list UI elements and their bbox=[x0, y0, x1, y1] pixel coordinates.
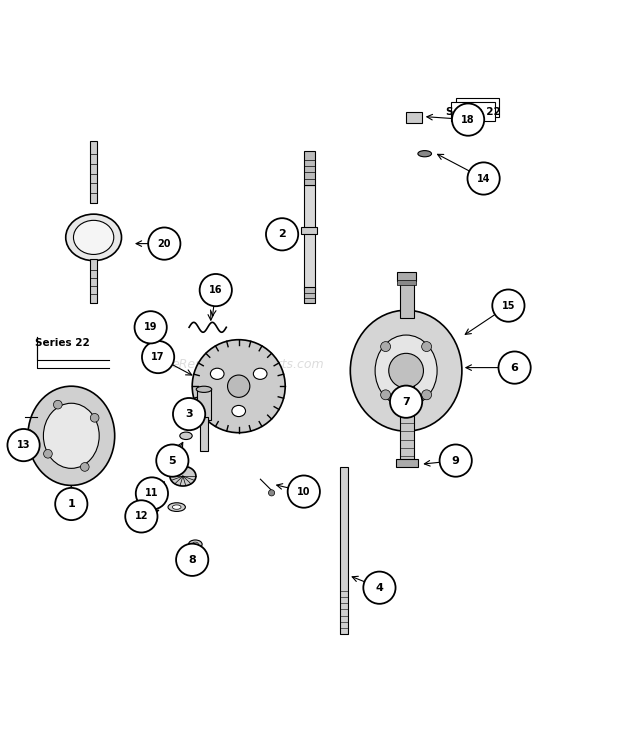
Circle shape bbox=[363, 572, 396, 604]
Ellipse shape bbox=[66, 214, 122, 261]
Text: 4: 4 bbox=[376, 582, 383, 593]
Bar bbox=[301, 227, 317, 234]
Bar bbox=[397, 271, 416, 281]
Text: 1: 1 bbox=[68, 499, 75, 509]
Circle shape bbox=[390, 386, 422, 418]
Circle shape bbox=[288, 475, 320, 507]
Circle shape bbox=[91, 413, 99, 422]
Circle shape bbox=[389, 354, 423, 388]
Ellipse shape bbox=[254, 368, 267, 379]
Bar bbox=[400, 377, 414, 464]
Circle shape bbox=[381, 342, 391, 351]
Ellipse shape bbox=[232, 405, 246, 416]
Circle shape bbox=[176, 544, 208, 576]
Circle shape bbox=[142, 341, 174, 373]
Text: 16: 16 bbox=[209, 285, 223, 295]
Text: 2: 2 bbox=[278, 230, 286, 239]
Text: 19: 19 bbox=[144, 322, 157, 332]
Bar bbox=[397, 280, 416, 285]
Circle shape bbox=[266, 218, 298, 251]
Bar bbox=[406, 112, 422, 122]
Ellipse shape bbox=[375, 335, 437, 406]
Ellipse shape bbox=[196, 386, 212, 392]
Circle shape bbox=[148, 227, 180, 260]
Ellipse shape bbox=[170, 466, 196, 486]
Text: 12: 12 bbox=[135, 512, 148, 521]
Ellipse shape bbox=[28, 386, 115, 486]
Ellipse shape bbox=[350, 311, 462, 431]
Ellipse shape bbox=[73, 220, 114, 254]
Ellipse shape bbox=[180, 432, 192, 440]
Ellipse shape bbox=[210, 368, 224, 379]
Bar bbox=[200, 417, 208, 451]
Ellipse shape bbox=[192, 542, 198, 547]
Text: Series 22: Series 22 bbox=[446, 106, 500, 117]
Text: 20: 20 bbox=[157, 238, 171, 249]
Circle shape bbox=[53, 400, 62, 409]
Bar bbox=[396, 459, 418, 467]
Circle shape bbox=[125, 500, 157, 532]
Circle shape bbox=[192, 340, 285, 433]
Circle shape bbox=[422, 390, 432, 399]
Circle shape bbox=[7, 429, 40, 461]
Text: Series 22: Series 22 bbox=[35, 338, 89, 348]
Bar bbox=[304, 184, 315, 290]
Circle shape bbox=[200, 274, 232, 306]
Ellipse shape bbox=[43, 403, 99, 468]
Text: 8: 8 bbox=[188, 555, 196, 565]
Text: 6: 6 bbox=[511, 362, 518, 373]
Text: 18: 18 bbox=[461, 114, 475, 125]
Circle shape bbox=[136, 477, 168, 510]
Bar bbox=[304, 287, 315, 303]
Circle shape bbox=[156, 445, 188, 477]
Circle shape bbox=[268, 490, 275, 496]
Circle shape bbox=[492, 289, 525, 321]
Text: 3: 3 bbox=[185, 409, 193, 419]
Ellipse shape bbox=[172, 505, 181, 510]
Bar bbox=[340, 467, 348, 634]
Ellipse shape bbox=[418, 151, 432, 157]
Circle shape bbox=[381, 390, 391, 399]
Ellipse shape bbox=[168, 503, 185, 512]
Bar bbox=[304, 151, 315, 184]
Text: 5: 5 bbox=[169, 456, 176, 466]
Circle shape bbox=[422, 342, 432, 351]
Bar bbox=[451, 102, 495, 121]
Text: 11: 11 bbox=[145, 488, 159, 499]
Bar bbox=[400, 278, 414, 318]
Ellipse shape bbox=[143, 358, 154, 364]
Bar bbox=[90, 141, 97, 203]
Circle shape bbox=[452, 104, 484, 136]
Circle shape bbox=[173, 398, 205, 430]
Text: eReplacementParts.com: eReplacementParts.com bbox=[172, 358, 324, 371]
Circle shape bbox=[43, 450, 52, 458]
Text: 9: 9 bbox=[452, 456, 459, 466]
Circle shape bbox=[81, 463, 89, 471]
Circle shape bbox=[228, 375, 250, 397]
Bar bbox=[456, 98, 499, 117]
Circle shape bbox=[467, 163, 500, 195]
Text: 7: 7 bbox=[402, 397, 410, 407]
Bar bbox=[197, 389, 211, 421]
Circle shape bbox=[135, 311, 167, 343]
Bar bbox=[90, 259, 97, 303]
Circle shape bbox=[440, 445, 472, 477]
Circle shape bbox=[55, 488, 87, 520]
Text: 13: 13 bbox=[17, 440, 30, 450]
Text: 10: 10 bbox=[297, 486, 311, 496]
Text: 14: 14 bbox=[477, 174, 490, 184]
Text: 17: 17 bbox=[151, 352, 165, 362]
Ellipse shape bbox=[188, 540, 202, 549]
Text: 15: 15 bbox=[502, 300, 515, 311]
Circle shape bbox=[498, 351, 531, 383]
